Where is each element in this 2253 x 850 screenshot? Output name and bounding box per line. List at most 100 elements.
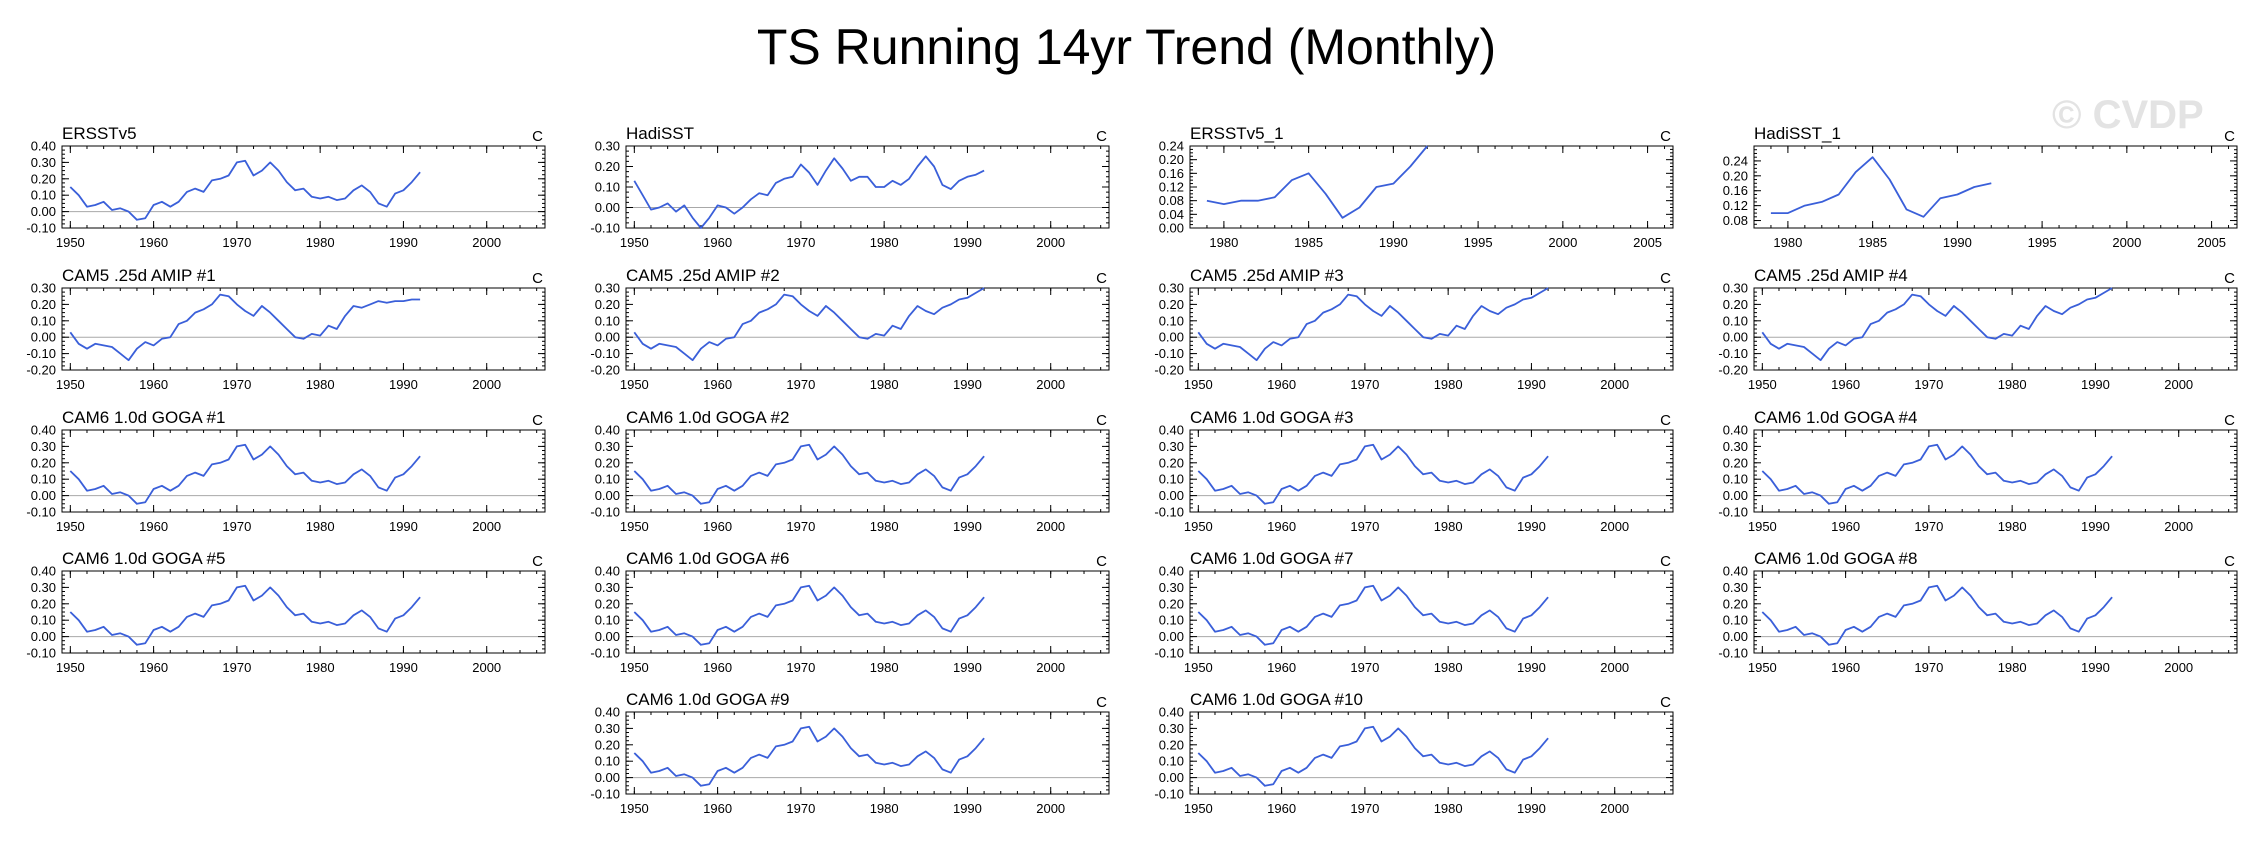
- y-tick-label: 0.30: [1159, 721, 1184, 736]
- plot-frame: [1189, 429, 1674, 513]
- panel-title: CAM6 1.0d GOGA #8: [1754, 549, 1917, 568]
- x-tick-label: 1970: [786, 377, 815, 392]
- series-line: [1761, 287, 2113, 362]
- panel: CAM6 1.0d GOGA #9 C 1950 1960 1970 1980 1990 20…: [590, 690, 1110, 816]
- y-tick-label: -0.20: [1718, 363, 1748, 378]
- y-tick-label: 0.10: [1159, 754, 1184, 769]
- y-tick-label: 0.10: [595, 313, 620, 328]
- x-tick-label: 1950: [620, 235, 649, 250]
- x-tick-label: 1995: [1464, 235, 1493, 250]
- y-tick-label: -0.10: [1154, 787, 1184, 802]
- y-tick-label: 0.20: [31, 297, 56, 312]
- panel: CAM6 1.0d GOGA #6 C 1950 1960 1970 1980 1990 20…: [590, 549, 1110, 675]
- x-tick-label: 1980: [306, 377, 335, 392]
- series-line: [633, 584, 985, 646]
- panel: CAM6 1.0d GOGA #7 C 1950 1960 1970 1980 1990 20…: [1154, 549, 1674, 675]
- y-tick-label: 0.20: [31, 171, 56, 186]
- y-tick-label: 0.24: [1723, 153, 1748, 168]
- x-tick-label: 2000: [472, 519, 501, 534]
- plot-frame: [625, 287, 1110, 371]
- panel-title: CAM6 1.0d GOGA #6: [626, 549, 789, 568]
- panel: CAM6 1.0d GOGA #2 C 1950 1960 1970 1980 1990 20…: [590, 408, 1110, 534]
- series-line: [633, 155, 985, 229]
- plot-frame: [1189, 145, 1674, 229]
- plot-frame: [61, 429, 546, 513]
- y-tick-label: 0.00: [595, 629, 620, 644]
- y-tick-label: -0.20: [26, 363, 56, 378]
- panel-units: C: [2224, 412, 2235, 429]
- cvdp-watermark: © CVDP: [2052, 93, 2204, 137]
- series-line: [1197, 287, 1549, 362]
- panel-title: CAM6 1.0d GOGA #9: [626, 690, 789, 709]
- x-tick-label: 1960: [139, 660, 168, 675]
- y-tick-label: 0.20: [1723, 297, 1748, 312]
- x-tick-label: 1970: [222, 519, 251, 534]
- x-tick-label: 1980: [1434, 519, 1463, 534]
- x-tick-label: 1950: [56, 235, 85, 250]
- x-tick-label: 1990: [1517, 377, 1546, 392]
- y-tick-label: -0.10: [1154, 505, 1184, 520]
- x-tick-label: 1990: [953, 377, 982, 392]
- x-tick-label: 1950: [56, 519, 85, 534]
- y-tick-label: 0.24: [1159, 139, 1184, 154]
- x-tick-label: 1970: [786, 235, 815, 250]
- x-tick-label: 1990: [1517, 519, 1546, 534]
- y-tick-label: 0.10: [1159, 313, 1184, 328]
- y-tick-label: 0.30: [1723, 281, 1748, 296]
- x-tick-label: 2000: [1036, 235, 1065, 250]
- x-tick-label: 1960: [703, 660, 732, 675]
- panel-title: ERSSTv5: [62, 124, 137, 143]
- y-tick-label: -0.10: [590, 221, 620, 236]
- x-tick-label: 2000: [472, 377, 501, 392]
- y-tick-label: -0.10: [1718, 346, 1748, 361]
- x-tick-label: 1970: [786, 519, 815, 534]
- panel-title: CAM6 1.0d GOGA #4: [1754, 408, 1917, 427]
- panel-units: C: [1096, 412, 1107, 429]
- y-tick-label: 0.00: [1159, 330, 1184, 345]
- y-tick-label: 0.40: [1159, 705, 1184, 720]
- x-tick-label: 1980: [306, 660, 335, 675]
- panel: CAM5 .25d AMIP #4 C 1950 1960 1970 1980 1990 20…: [1718, 266, 2238, 392]
- x-tick-label: 1990: [2081, 519, 2110, 534]
- y-tick-label: 0.08: [1723, 213, 1748, 228]
- y-tick-label: 0.40: [595, 423, 620, 438]
- y-tick-label: 0.20: [595, 159, 620, 174]
- panel-title: HadiSST: [626, 124, 694, 143]
- x-tick-label: 1960: [1267, 377, 1296, 392]
- x-tick-label: 1950: [620, 660, 649, 675]
- x-tick-label: 1970: [786, 801, 815, 816]
- series-line: [633, 725, 985, 787]
- y-tick-label: 0.30: [1159, 281, 1184, 296]
- panel-title: CAM5 .25d AMIP #3: [1190, 266, 1344, 285]
- y-tick-label: 0.00: [1159, 221, 1184, 236]
- plot-frame: [1189, 711, 1674, 795]
- y-tick-label: 0.00: [1159, 488, 1184, 503]
- panel-units: C: [532, 412, 543, 429]
- x-tick-label: 1990: [1517, 801, 1546, 816]
- y-tick-label: 0.30: [595, 439, 620, 454]
- x-tick-label: 1990: [953, 519, 982, 534]
- x-tick-label: 1970: [1350, 519, 1379, 534]
- panel-title: HadiSST_1: [1754, 124, 1841, 143]
- x-tick-label: 1980: [1434, 660, 1463, 675]
- plot-frame: [61, 145, 546, 229]
- y-tick-label: 0.30: [31, 155, 56, 170]
- y-tick-label: 0.20: [595, 737, 620, 752]
- y-tick-label: 0.40: [31, 423, 56, 438]
- series-line: [633, 443, 985, 505]
- x-tick-label: 1960: [1267, 801, 1296, 816]
- y-tick-label: -0.20: [1154, 363, 1184, 378]
- x-tick-label: 1970: [1350, 377, 1379, 392]
- x-tick-label: 1970: [1350, 801, 1379, 816]
- panel-units: C: [1660, 128, 1671, 145]
- x-tick-label: 2000: [1548, 235, 1577, 250]
- panel: CAM6 1.0d GOGA #8 C 1950 1960 1970 1980 1990 20…: [1718, 549, 2238, 675]
- panel-title: CAM6 1.0d GOGA #1: [62, 408, 225, 427]
- y-tick-label: 0.04: [1159, 207, 1184, 222]
- y-tick-label: 0.16: [1159, 166, 1184, 181]
- plot-frame: [1753, 145, 2238, 229]
- y-tick-label: 0.40: [1723, 564, 1748, 579]
- y-tick-label: 0.10: [31, 613, 56, 628]
- series-line: [1197, 584, 1549, 646]
- y-tick-label: -0.10: [590, 505, 620, 520]
